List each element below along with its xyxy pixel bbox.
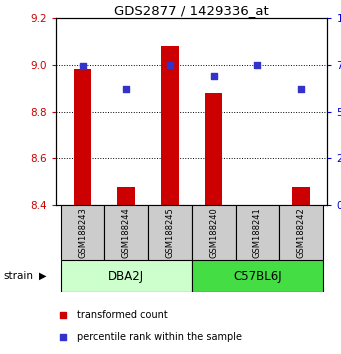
Point [123, 86, 129, 92]
Point [255, 62, 260, 67]
Text: C57BL6J: C57BL6J [233, 270, 282, 282]
Text: percentile rank within the sample: percentile rank within the sample [77, 332, 241, 342]
Point [211, 73, 217, 79]
Point [60, 334, 66, 339]
Bar [192, 205, 236, 260]
Text: GSM188245: GSM188245 [165, 207, 175, 258]
Point [60, 312, 66, 318]
Bar [236, 205, 279, 260]
Bar [192, 260, 323, 292]
Bar [118, 187, 135, 205]
Text: ▶: ▶ [39, 271, 47, 281]
Bar [61, 260, 192, 292]
Bar [61, 205, 104, 260]
Text: transformed count: transformed count [77, 310, 167, 320]
Text: GSM188244: GSM188244 [122, 207, 131, 258]
Point [298, 86, 304, 92]
Bar [279, 205, 323, 260]
Bar [292, 187, 310, 205]
Text: GSM188243: GSM188243 [78, 207, 87, 258]
Bar [161, 46, 179, 205]
Text: GSM188241: GSM188241 [253, 207, 262, 258]
Text: strain: strain [3, 271, 33, 281]
Point [80, 64, 85, 69]
Point [167, 62, 173, 67]
Text: GSM188242: GSM188242 [297, 207, 306, 258]
Bar [148, 205, 192, 260]
Text: GSM188240: GSM188240 [209, 207, 218, 258]
Bar [74, 69, 91, 205]
Bar [104, 205, 148, 260]
Text: DBA2J: DBA2J [108, 270, 144, 282]
Bar [205, 93, 222, 205]
Title: GDS2877 / 1429336_at: GDS2877 / 1429336_at [115, 4, 269, 17]
